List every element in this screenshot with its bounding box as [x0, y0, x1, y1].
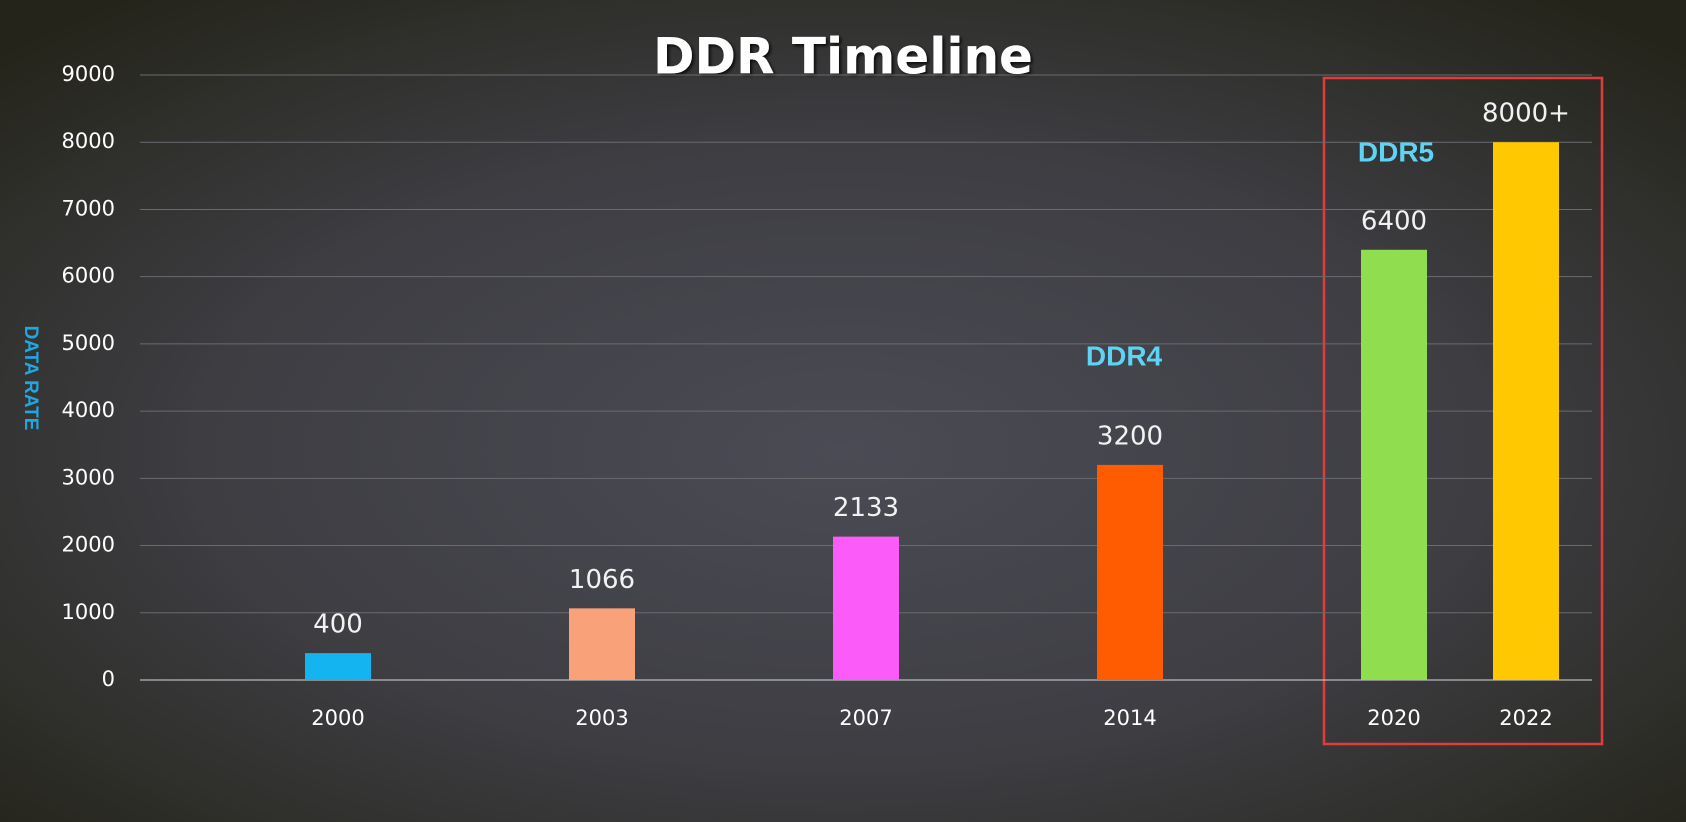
x-tick-label: 2014: [1103, 706, 1156, 730]
y-tick-label: 5000: [62, 331, 115, 355]
bar: [1361, 249, 1427, 680]
annotation: DDR5: [1358, 136, 1434, 167]
y-tick-label: 0: [102, 667, 115, 691]
bar: [569, 608, 635, 680]
bar: [1097, 464, 1163, 680]
x-tick-label: 2022: [1499, 706, 1552, 730]
x-tick-label: 2007: [839, 706, 892, 730]
y-tick-label: 8000: [62, 129, 115, 153]
x-tick-label: 2003: [575, 706, 628, 730]
bar: [833, 536, 899, 680]
bar: [305, 653, 371, 680]
y-tick-label: 3000: [62, 465, 115, 489]
y-tick-label: 7000: [62, 196, 115, 220]
chart-title: DDR Timeline: [653, 28, 1033, 86]
y-tick-label: 2000: [62, 533, 115, 557]
value-label: 400: [313, 610, 363, 640]
x-tick-label: 2000: [311, 706, 364, 730]
x-tick-label: 2020: [1367, 706, 1420, 730]
value-label: 2133: [833, 493, 899, 523]
value-label: 6400: [1361, 206, 1427, 236]
y-tick-label: 9000: [62, 62, 115, 86]
bar: [1493, 142, 1559, 680]
y-tick-label: 4000: [62, 398, 115, 422]
y-tick-label: 6000: [62, 264, 115, 288]
value-label: 8000+: [1482, 99, 1570, 129]
y-axis-label: DATA RATE: [20, 326, 41, 431]
y-tick-label: 1000: [62, 600, 115, 624]
annotation: DDR4: [1086, 340, 1163, 371]
value-label: 1066: [569, 565, 635, 595]
value-label: 3200: [1097, 421, 1163, 451]
